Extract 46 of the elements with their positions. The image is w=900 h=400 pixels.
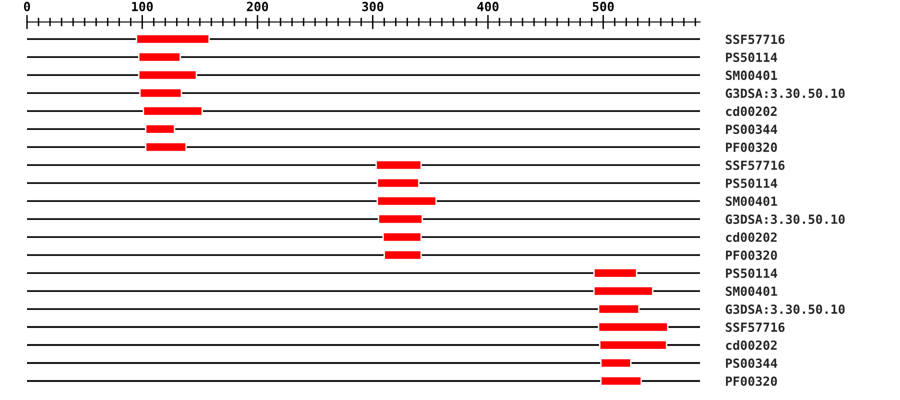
bar xyxy=(593,286,654,296)
y-tick-label: G3DSA:3.30.50.10 xyxy=(726,214,845,224)
bar xyxy=(384,250,422,260)
y-tick-label: PF00320 xyxy=(726,376,777,386)
bar xyxy=(142,106,203,116)
bar xyxy=(145,142,187,152)
x-tick-label: 300 xyxy=(362,2,384,12)
y-tick-label: PS00344 xyxy=(726,124,778,134)
bar xyxy=(139,88,182,98)
y-tick-label: PS00344 xyxy=(726,358,778,368)
x-tick-label: 500 xyxy=(592,2,614,12)
bar xyxy=(138,52,181,62)
x-tick-label: 200 xyxy=(246,2,268,12)
y-tick-label: PF00320 xyxy=(726,142,777,152)
bar xyxy=(599,340,668,350)
y-tick-label: SM00401 xyxy=(726,286,778,296)
x-tick-label: 400 xyxy=(477,2,498,12)
bar xyxy=(375,160,422,170)
bar xyxy=(376,178,420,188)
y-tick-label: PF00320 xyxy=(726,250,777,260)
y-tick-label: PS50114 xyxy=(726,268,778,278)
bar xyxy=(136,34,210,44)
y-tick-label: SSF57716 xyxy=(726,322,785,332)
y-tick-label: SM00401 xyxy=(726,70,778,80)
bar xyxy=(382,232,422,242)
bar xyxy=(145,124,176,134)
bar xyxy=(598,304,640,314)
bar xyxy=(598,322,668,332)
y-tick-label: G3DSA:3.30.50.10 xyxy=(726,304,845,314)
bar xyxy=(138,70,198,80)
y-tick-label: SSF57716 xyxy=(726,160,785,170)
y-tick-label: G3DSA:3.30.50.10 xyxy=(726,88,845,98)
bar xyxy=(600,358,632,368)
bar xyxy=(600,376,642,386)
y-tick-label: PS50114 xyxy=(726,52,778,62)
x-tick-label: 100 xyxy=(132,2,153,12)
bar xyxy=(593,268,638,278)
y-tick-label: SSF57716 xyxy=(726,34,785,44)
y-tick-label: PS50114 xyxy=(726,178,778,188)
x-tick-label: 0 xyxy=(24,2,30,12)
y-tick-label: cd00202 xyxy=(726,232,777,242)
bar xyxy=(378,214,423,224)
y-tick-label: SM00401 xyxy=(726,196,778,206)
bar xyxy=(376,196,437,206)
y-tick-label: cd00202 xyxy=(726,340,777,350)
y-tick-label: cd00202 xyxy=(726,106,777,116)
